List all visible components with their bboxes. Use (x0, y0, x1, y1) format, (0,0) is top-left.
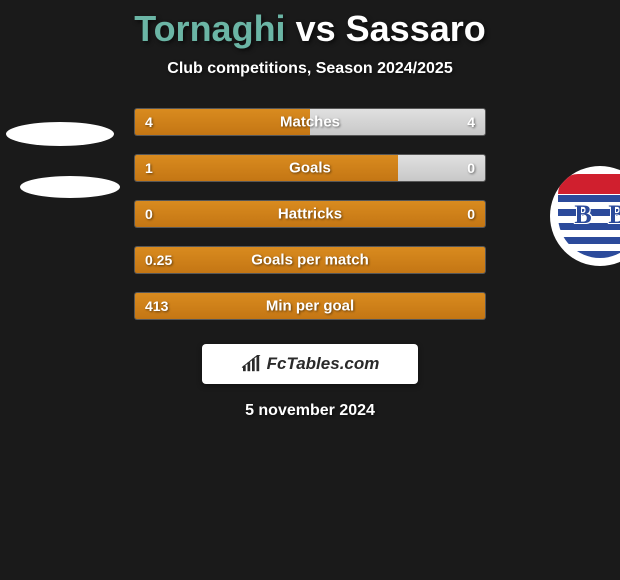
avatar-left-placeholder-2 (20, 176, 120, 198)
stats-area: B B 4 Matches 4 1 Goals 0 0 Hattricks 0 0.25 Goals… (0, 108, 620, 320)
stat-value-left: 1 (145, 160, 153, 176)
player-right-name: Sassaro (346, 8, 486, 49)
date-label: 5 november 2024 (0, 402, 620, 420)
stat-row: 0.25 Goals per match (134, 246, 486, 274)
stat-value-left: 0 (145, 206, 153, 222)
stat-value-left: 4 (145, 114, 153, 130)
subtitle: Club competitions, Season 2024/2025 (0, 60, 620, 78)
stat-label: Goals per match (251, 252, 369, 269)
badge-letter-icon: B (568, 200, 598, 230)
brand-box[interactable]: FcTables.com (202, 344, 418, 384)
club-badge-right: B B (550, 166, 620, 266)
bar-chart-icon (241, 355, 263, 373)
stat-value-right: 0 (467, 206, 475, 222)
page-title: Tornaghi vs Sassaro (0, 0, 620, 50)
stat-label: Hattricks (278, 206, 342, 223)
stat-value-right: 0 (467, 160, 475, 176)
stat-value-right: 4 (467, 114, 475, 130)
vs-label: vs (296, 8, 336, 49)
player-left-name: Tornaghi (134, 8, 285, 49)
stat-value-left: 0.25 (145, 252, 172, 268)
stat-row: 1 Goals 0 (134, 154, 486, 182)
brand-label: FcTables.com (267, 354, 380, 374)
avatar-left-placeholder-1 (6, 122, 114, 146)
stat-value-left: 413 (145, 298, 168, 314)
stat-row: 4 Matches 4 (134, 108, 486, 136)
stat-label: Min per goal (266, 298, 354, 315)
stat-bars: 4 Matches 4 1 Goals 0 0 Hattricks 0 0.25 Goals per… (134, 108, 486, 320)
bar-fill-left (135, 155, 398, 181)
stat-label: Goals (289, 160, 331, 177)
stat-row: 413 Min per goal (134, 292, 486, 320)
badge-letter-icon: B (602, 200, 620, 230)
stat-label: Matches (280, 114, 340, 131)
stat-row: 0 Hattricks 0 (134, 200, 486, 228)
